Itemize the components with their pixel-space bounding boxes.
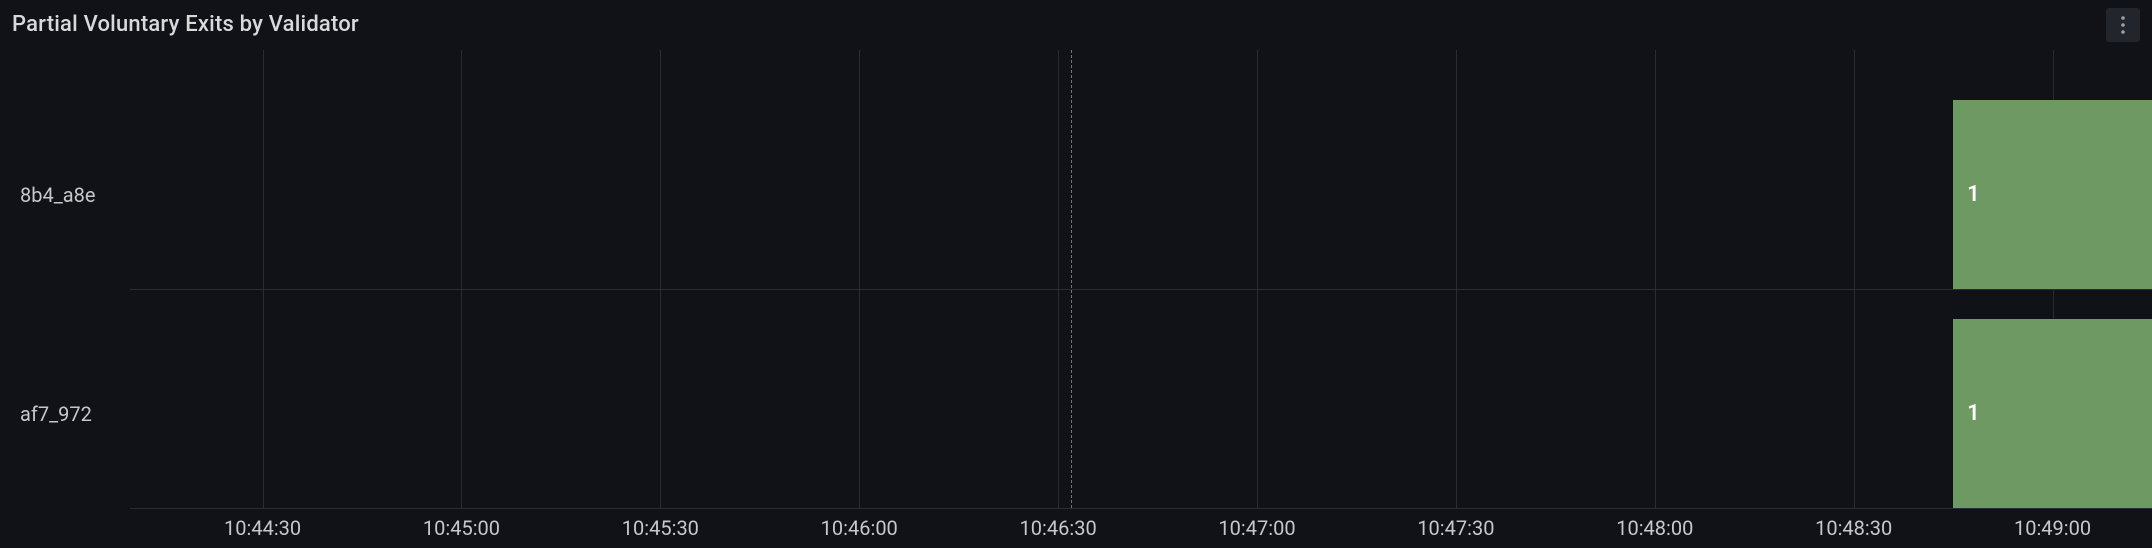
x-tick-label: 10:44:30 xyxy=(224,516,301,540)
x-tick-label: 10:47:30 xyxy=(1417,516,1494,540)
kebab-menu-icon xyxy=(2115,15,2131,35)
x-tick-label: 10:46:00 xyxy=(821,516,898,540)
heatmap-cell[interactable]: 1 xyxy=(1953,100,2152,289)
x-axis: 10:44:30 10:45:00 10:45:30 10:46:00 10:46:30… xyxy=(130,508,2152,548)
heatmap-chart: 8b4_a8eaf7_972 11 10:44:3010:45:0010:45:… xyxy=(0,50,2152,548)
panel-menu-button[interactable] xyxy=(2106,8,2140,42)
crosshair-line xyxy=(1071,50,1072,508)
x-tick-label: 10:47:00 xyxy=(1218,516,1295,540)
plot-area: 11 xyxy=(130,50,2152,508)
gridline xyxy=(263,50,264,508)
y-tick-label: af7_972 xyxy=(0,402,120,426)
gridline xyxy=(1655,50,1656,508)
y-tick-label: 8b4_a8e xyxy=(0,183,120,207)
heatmap-cell[interactable]: 1 xyxy=(1953,319,2152,508)
x-tick-label: 10:45:00 xyxy=(423,516,500,540)
panel: Partial Voluntary Exits by Validator 8b4… xyxy=(0,0,2152,548)
panel-header: Partial Voluntary Exits by Validator xyxy=(0,0,2152,50)
x-tick-label: 10:49:00 xyxy=(2014,516,2091,540)
gridline xyxy=(1456,50,1457,508)
gridline xyxy=(1257,50,1258,508)
row-separator xyxy=(130,289,2152,290)
y-axis: 8b4_a8e af7_972 xyxy=(0,50,130,508)
gridline xyxy=(461,50,462,508)
gridline xyxy=(1854,50,1855,508)
x-tick-label: 10:48:00 xyxy=(1616,516,1693,540)
x-tick-label: 10:46:30 xyxy=(1020,516,1097,540)
x-tick-label: 10:48:30 xyxy=(1815,516,1892,540)
gridline xyxy=(660,50,661,508)
gridline xyxy=(859,50,860,508)
gridline xyxy=(1058,50,1059,508)
panel-title: Partial Voluntary Exits by Validator xyxy=(12,12,359,37)
x-tick-label: 10:45:30 xyxy=(622,516,699,540)
